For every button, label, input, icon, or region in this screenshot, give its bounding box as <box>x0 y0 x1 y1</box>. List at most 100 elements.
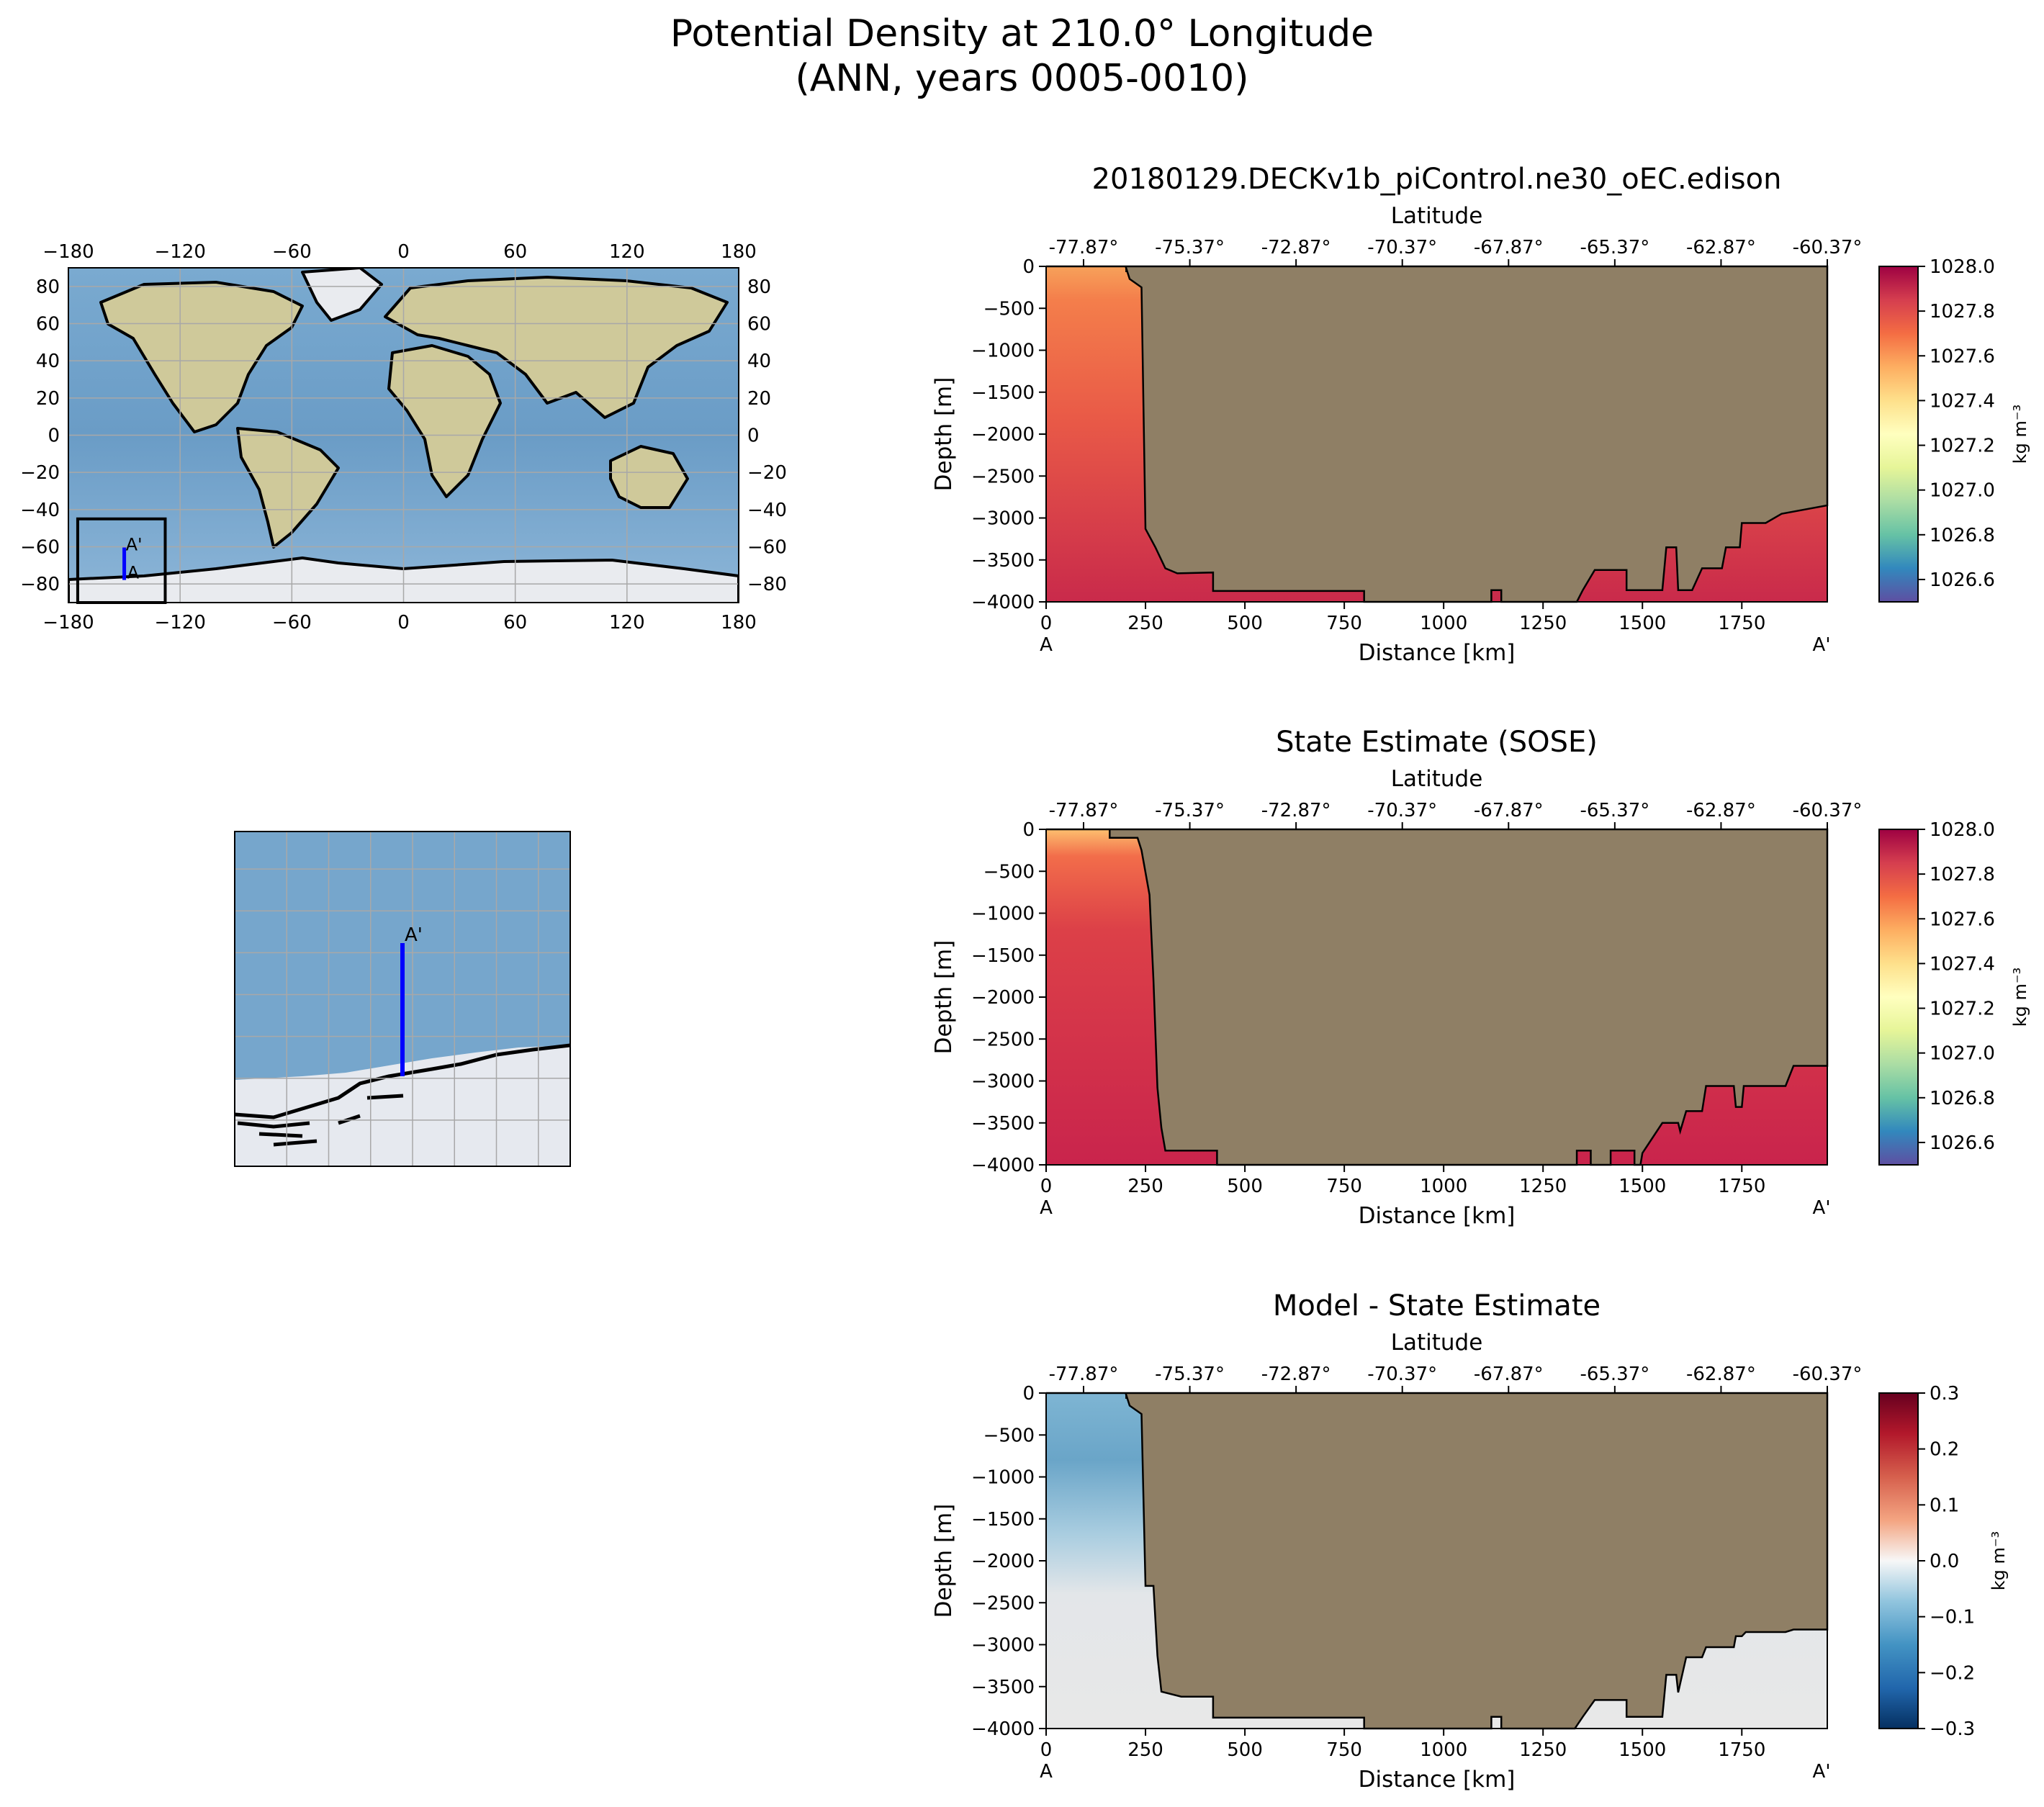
section-end-label: A' <box>1813 634 1831 656</box>
colorbar-tick-label: 1027.4 <box>1930 953 1995 975</box>
map-left-tick-label: −40 <box>20 500 60 521</box>
map-left-tick-label: −80 <box>20 574 60 595</box>
map-top-tick-label: 180 <box>721 241 757 263</box>
panel-title: 20180129.DECKv1b_piControl.ne30_oEC.edis… <box>1092 163 1782 196</box>
x-tick-label: 1000 <box>1420 1739 1467 1761</box>
map-bottom-tick-label: 180 <box>721 612 757 634</box>
continent-australia <box>609 445 689 509</box>
map-right-tick-label: −40 <box>747 500 787 521</box>
y-tick-label: −1500 <box>971 945 1035 967</box>
x-tick-label: 1500 <box>1618 613 1666 634</box>
panel-sose: State Estimate (SOSE) Latitude 0 250 500 750 1… <box>931 726 2030 1229</box>
map-top-tick-label: 0 <box>397 241 410 263</box>
map-right-tick-label: 60 <box>747 314 771 335</box>
map-left-tick-label: 40 <box>36 351 60 372</box>
map-left-tick-label: 60 <box>36 314 60 335</box>
x-tick-label: 750 <box>1326 613 1362 634</box>
x-tick-label: 750 <box>1326 1739 1362 1761</box>
x-tick-label: 1750 <box>1718 1176 1765 1197</box>
x-tick-label: 0 <box>1040 613 1053 634</box>
map-left-tick-label: −20 <box>20 462 60 484</box>
map-bottom-tick-label: −60 <box>272 612 312 634</box>
top-axis-label: Latitude <box>1391 1330 1483 1356</box>
top-tick-label: -72.87° <box>1261 237 1331 258</box>
map-bottom-tick-label: −120 <box>154 612 205 634</box>
colorbar-tick-label: 1027.4 <box>1930 390 1995 412</box>
colorbar-tick-label: 0.3 <box>1930 1383 1959 1405</box>
colorbar-tick-label: 1027.0 <box>1930 480 1995 502</box>
map-top-tick-label: −60 <box>272 241 312 263</box>
x-tick-label: 1500 <box>1618 1176 1666 1197</box>
y-tick-label: −3500 <box>971 1113 1035 1135</box>
top-tick-label: -67.87° <box>1474 800 1544 821</box>
y-tick-label: −500 <box>983 298 1035 320</box>
colorbar-tick-label: 1027.8 <box>1930 864 1995 886</box>
y-tick-label: −1000 <box>971 1467 1035 1489</box>
colorbar-label: kg m⁻³ <box>2010 405 2030 464</box>
x-tick-label: 1250 <box>1519 1739 1567 1761</box>
map-left-tick-label: −60 <box>20 537 60 559</box>
y-tick-label: 0 <box>1022 819 1035 841</box>
colorbar-tick-label: 1027.6 <box>1930 346 1995 367</box>
y-tick-label: −3500 <box>971 550 1035 572</box>
colorbar-tick-label: −0.2 <box>1930 1662 1975 1684</box>
x-tick-label: 0 <box>1040 1739 1053 1761</box>
bathymetry <box>1046 265 1829 603</box>
y-tick-label: −3500 <box>971 1677 1035 1698</box>
colorbar-tick-label: −0.1 <box>1930 1607 1975 1628</box>
inset-frame <box>234 831 571 1167</box>
colorbar <box>1878 266 1919 603</box>
top-tick-label: -72.87° <box>1261 1364 1331 1385</box>
x-tick-label: 1750 <box>1718 613 1765 634</box>
y-tick-label: −1000 <box>971 341 1035 362</box>
x-tick-label: 1250 <box>1519 613 1567 634</box>
inset-ice <box>235 1045 570 1166</box>
top-tick-label: -60.37° <box>1793 237 1863 258</box>
map-region-box <box>76 517 167 604</box>
colorbar-tick-label: 1028.0 <box>1930 819 1995 841</box>
y-tick-label: −2000 <box>971 987 1035 1009</box>
map-right-tick-label: 40 <box>747 351 771 372</box>
map-top-tick-label: 120 <box>609 241 645 263</box>
colorbar <box>1878 1392 1919 1729</box>
top-tick-label: -62.87° <box>1686 1364 1756 1385</box>
map-tick-labels: −180 −180 −120 −120 −60 −60 0 0 60 60 120 120 180 180… <box>20 241 787 634</box>
top-tick-label: -62.87° <box>1686 237 1756 258</box>
map-bottom-tick-label: 0 <box>397 612 410 634</box>
top-tick-label: -72.87° <box>1261 800 1331 821</box>
x-tick-label: 250 <box>1127 1739 1163 1761</box>
map-bottom-tick-label: 60 <box>503 612 527 634</box>
map-bottom-tick-label: 120 <box>609 612 645 634</box>
map-right-tick-label: 20 <box>747 388 771 410</box>
colorbar-tick-label: 0.2 <box>1930 1439 1959 1461</box>
map-right-tick-label: 0 <box>747 425 760 447</box>
map-top-tick-label: 60 <box>503 241 527 263</box>
top-tick-label: -60.37° <box>1793 800 1863 821</box>
top-tick-label: -70.37° <box>1367 1364 1437 1385</box>
y-tick-label: −3000 <box>971 508 1035 530</box>
colorbar-label: kg m⁻³ <box>2010 968 2030 1027</box>
inset-map: A' <box>234 831 571 1167</box>
top-tick-label: -75.37° <box>1155 1364 1225 1385</box>
y-tick-label: −4000 <box>971 1718 1035 1740</box>
colorbar-tick-label: −0.3 <box>1930 1718 1975 1740</box>
y-tick-label: −500 <box>983 861 1035 883</box>
map-left-tick-label: 20 <box>36 388 60 410</box>
top-tick-label: -65.37° <box>1580 800 1649 821</box>
continent-africa <box>387 344 502 498</box>
colorbar <box>1878 829 1919 1166</box>
top-tick-label: -67.87° <box>1474 1364 1544 1385</box>
panel-title: State Estimate (SOSE) <box>1276 726 1598 759</box>
section-start-label: A <box>1040 1197 1053 1219</box>
x-tick-label: 1500 <box>1618 1739 1666 1761</box>
map-right-tick-label: −60 <box>747 537 787 559</box>
x-axis-label: Distance [km] <box>1359 640 1516 666</box>
x-tick-label: 1250 <box>1519 1176 1567 1197</box>
x-axis-label: Distance [km] <box>1359 1767 1516 1793</box>
colorbar-tick-label: 1027.2 <box>1930 436 1995 457</box>
colorbar-tick-label: 1026.6 <box>1930 569 1995 591</box>
x-tick-label: 1000 <box>1420 1176 1467 1197</box>
x-tick-label: 250 <box>1127 1176 1163 1197</box>
top-tick-label: -77.87° <box>1049 237 1119 258</box>
map-transect-start-label: A <box>127 563 140 583</box>
